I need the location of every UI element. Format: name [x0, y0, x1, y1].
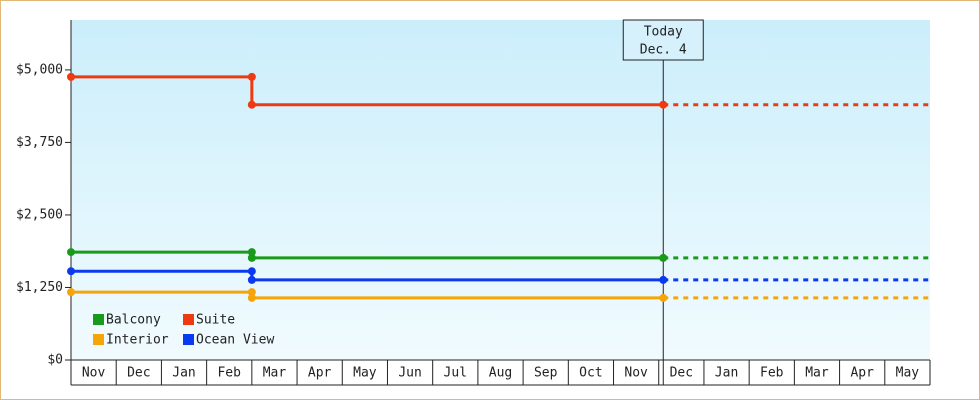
point: [247, 72, 256, 81]
x-tick-label: Apr: [850, 366, 874, 381]
legend-label: Suite: [196, 313, 235, 328]
legend-label: Ocean View: [196, 333, 274, 348]
x-tick-label: Dec: [670, 366, 693, 381]
x-tick-label: Aug: [489, 366, 512, 381]
y-tick-label: $2,500: [16, 207, 63, 222]
x-tick-label: Mar: [263, 366, 287, 381]
y-tick-label: $0: [47, 353, 63, 368]
legend-label: Balcony: [106, 313, 161, 328]
x-tick-label: Nov: [82, 366, 106, 381]
x-tick-label: Dec: [127, 366, 150, 381]
point: [659, 100, 668, 109]
series-line: [71, 75, 664, 107]
point: [67, 248, 75, 257]
point: [247, 267, 256, 276]
x-tick-label: Jun: [398, 366, 421, 381]
point: [247, 275, 256, 284]
point: [247, 100, 256, 109]
legend-swatch: [183, 334, 194, 345]
x-tick-label: Oct: [579, 366, 602, 381]
point: [67, 288, 75, 297]
today-box: [622, 19, 704, 61]
x-tick-label: May: [896, 366, 920, 381]
point: [247, 248, 256, 257]
legend-swatch: [93, 334, 104, 345]
point: [247, 253, 256, 262]
x-tick-label: May: [353, 366, 377, 381]
point: [659, 275, 668, 284]
point: [659, 253, 668, 262]
point: [67, 267, 75, 276]
x-tick-label: Feb: [760, 366, 784, 381]
plot-area: [71, 20, 930, 360]
x-tick-label: Mar: [805, 366, 829, 381]
today-label: Today: [644, 25, 683, 40]
series-line: [71, 269, 664, 282]
x-tick-label: Sep: [534, 366, 558, 381]
x-tick-label: Apr: [308, 366, 332, 381]
point: [67, 72, 75, 81]
legend-label: Interior: [106, 333, 169, 348]
x-tick-label: Jan: [172, 366, 195, 381]
legend-swatch: [183, 314, 194, 325]
legend-swatch: [93, 314, 104, 325]
point: [247, 288, 256, 297]
point: [247, 293, 256, 302]
x-tick-label: Feb: [217, 366, 241, 381]
y-tick-label: $1,250: [16, 280, 63, 295]
x-tick-label: Jan: [715, 366, 738, 381]
x-tick-label: Nov: [624, 366, 648, 381]
point: [659, 293, 668, 302]
y-tick-label: $5,000: [16, 62, 63, 77]
y-tick-label: $3,750: [16, 135, 63, 150]
x-tick-label: Jul: [444, 366, 467, 381]
today-label: Dec. 4: [640, 43, 687, 58]
